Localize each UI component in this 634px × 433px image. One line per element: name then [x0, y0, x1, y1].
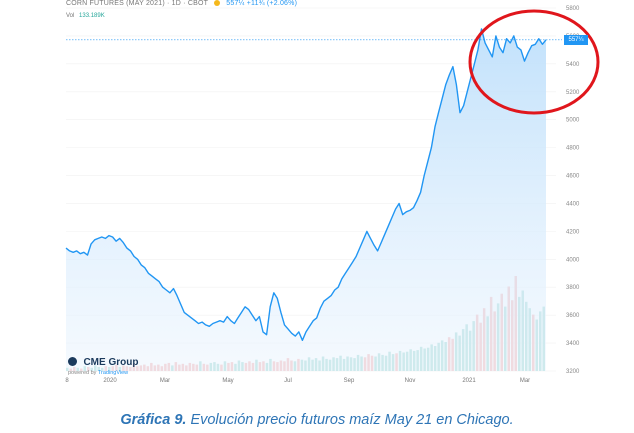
last-price-tag: 557¼ — [564, 35, 588, 45]
status-dot-icon — [214, 0, 221, 7]
highlight-circle — [468, 9, 600, 115]
y-tick-label: 4000 — [566, 257, 580, 263]
x-axis: 8 2020 Mar May Jul Sep Nov 2021 Mar — [65, 378, 530, 384]
caption-number: Gráfica 9. — [120, 412, 187, 428]
brand-name: CME Group — [83, 357, 139, 368]
x-tick-label: Nov — [405, 378, 416, 384]
volume-value: 133.189K — [79, 13, 105, 19]
y-tick-label: 5800 — [566, 6, 580, 12]
y-tick-label: 4600 — [566, 174, 580, 180]
symbol-label: CORN FUTURES (MAY 2021) · 1D · CBOT — [66, 0, 208, 7]
x-tick-label: Jul — [284, 378, 292, 384]
cme-group-logo: CME Group powered by TradingView — [68, 352, 138, 376]
figure-caption: Gráfica 9. Evolución precio futuros maíz… — [0, 412, 634, 428]
y-tick-label: 3200 — [566, 369, 580, 375]
powered-by: powered by TradingView — [68, 370, 138, 376]
price-value: 557¼ — [226, 0, 245, 7]
y-tick-label: 5000 — [566, 118, 580, 124]
y-tick-label: 4400 — [566, 201, 580, 207]
y-tick-label: 5400 — [566, 62, 580, 68]
y-tick-label: 3600 — [566, 313, 580, 319]
y-tick-label: 4800 — [566, 146, 580, 152]
x-tick-label: Mar — [520, 378, 530, 384]
x-tick-label: 2020 — [103, 378, 117, 384]
chart-header: CORN FUTURES (MAY 2021) · 1D · CBOT 557¼… — [66, 0, 297, 7]
volume-readout: Vol 133.189K — [66, 13, 105, 19]
x-tick-label: Sep — [344, 378, 355, 384]
volume-label: Vol — [66, 13, 75, 19]
change-value: +11¾ (+2.06%) — [246, 0, 298, 7]
y-tick-label: 3800 — [566, 285, 580, 291]
x-tick-label: 8 — [65, 378, 69, 384]
x-tick-label: 2021 — [462, 378, 476, 384]
x-tick-label: May — [222, 378, 233, 384]
y-tick-label: 4200 — [566, 229, 580, 235]
y-axis: 5800560054005200500048004600440042004000… — [566, 6, 580, 375]
powered-by-text: powered by — [68, 370, 97, 376]
x-tick-label: Mar — [160, 378, 170, 384]
cme-globe-icon — [68, 357, 77, 366]
price-line — [65, 28, 547, 341]
price-area — [66, 28, 546, 372]
y-tick-label: 5200 — [566, 90, 580, 96]
y-tick-label: 3400 — [566, 341, 580, 347]
caption-text: Evolución precio futuros maíz May 21 en … — [186, 412, 514, 428]
platform-name: TradingView — [97, 370, 129, 376]
